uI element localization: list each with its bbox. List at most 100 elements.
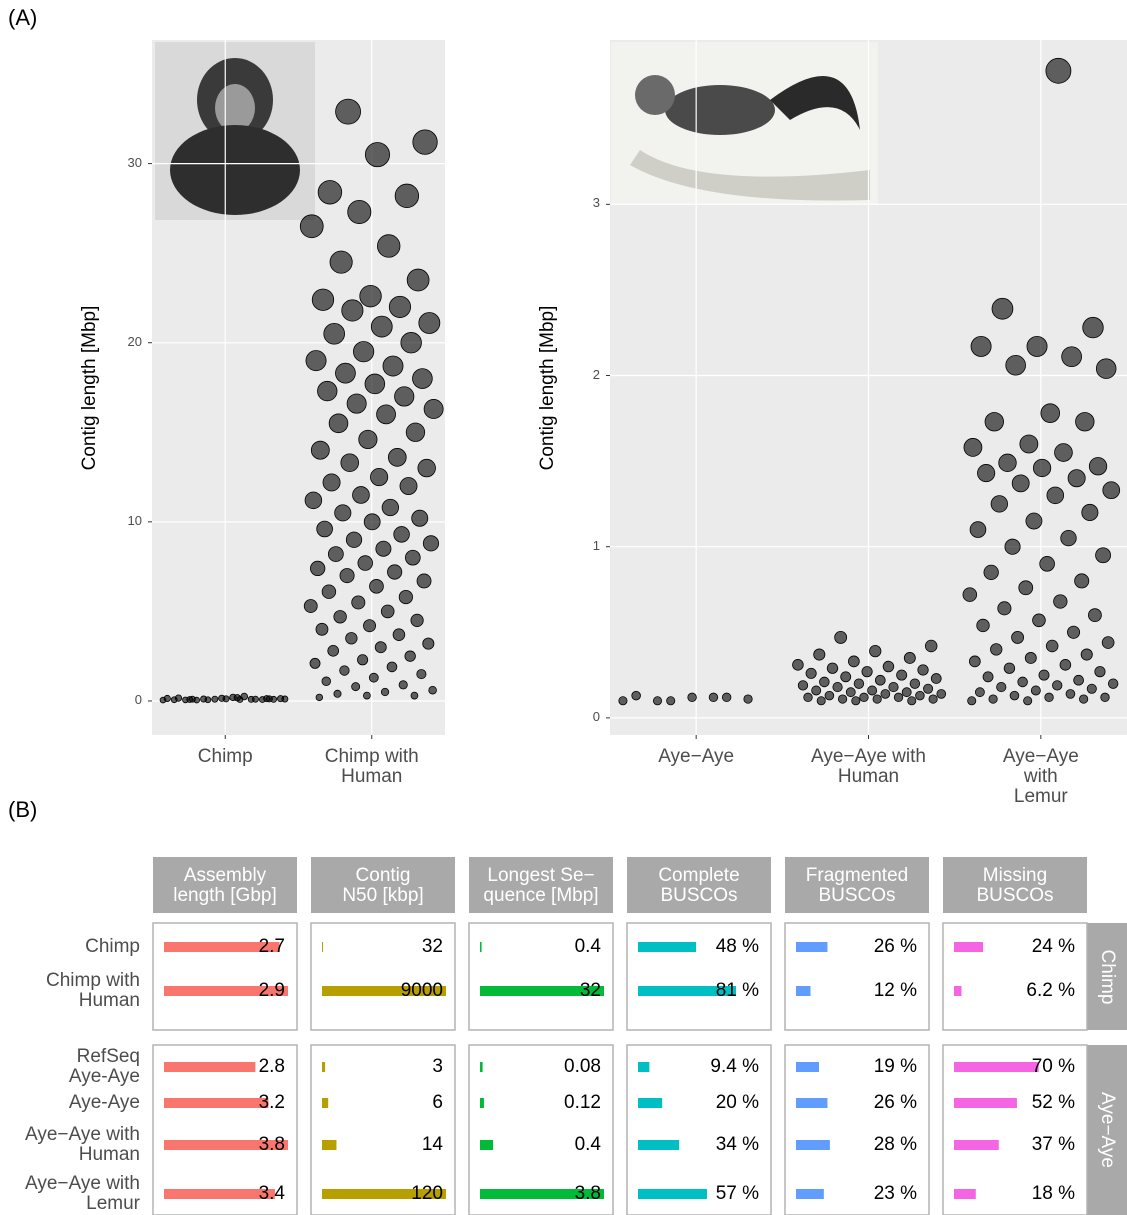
data-point bbox=[335, 505, 351, 521]
data-point bbox=[1012, 475, 1029, 492]
value-label: 2.7 bbox=[259, 937, 285, 957]
value-label: 2.9 bbox=[259, 981, 285, 1001]
data-point bbox=[964, 438, 982, 456]
data-point bbox=[918, 665, 928, 675]
bar bbox=[638, 1098, 662, 1108]
facet-label: Chimp bbox=[1097, 949, 1117, 1004]
data-point bbox=[688, 693, 697, 702]
row-label: Aye-Aye bbox=[69, 1093, 140, 1113]
data-point bbox=[305, 492, 322, 509]
bar bbox=[954, 1140, 999, 1150]
data-point bbox=[324, 323, 345, 344]
bar bbox=[638, 942, 696, 952]
x-tick-label: Aye−Aye with Human bbox=[811, 747, 926, 787]
column-header: Assembly length [Gbp] bbox=[173, 866, 277, 906]
data-point bbox=[419, 313, 440, 334]
data-point bbox=[381, 688, 388, 695]
y-tick-label: 0 bbox=[593, 710, 600, 724]
data-point bbox=[377, 235, 400, 258]
data-point bbox=[897, 670, 907, 680]
value-label: 26 % bbox=[874, 1093, 917, 1113]
value-label: 70 % bbox=[1032, 1057, 1075, 1077]
data-point bbox=[1052, 681, 1061, 690]
data-point bbox=[1061, 530, 1077, 546]
data-point bbox=[365, 374, 385, 394]
bar bbox=[796, 1098, 827, 1108]
data-point bbox=[401, 332, 422, 353]
data-point bbox=[997, 682, 1006, 691]
data-point bbox=[881, 689, 890, 698]
data-point bbox=[399, 681, 407, 689]
facet-label: Aye−Aye bbox=[1097, 1092, 1117, 1168]
bar bbox=[164, 1098, 268, 1108]
value-label: 0.08 bbox=[564, 1057, 601, 1077]
data-point bbox=[1108, 679, 1118, 689]
data-point bbox=[1025, 652, 1036, 663]
bar bbox=[796, 1189, 824, 1199]
data-point bbox=[902, 688, 911, 697]
value-label: 12 % bbox=[874, 981, 917, 1001]
data-point bbox=[164, 695, 170, 701]
value-label: 18 % bbox=[1032, 1184, 1075, 1204]
data-point bbox=[340, 666, 350, 676]
column-header: Complete BUSCOs bbox=[658, 866, 739, 906]
x-tick-label: Chimp with Human bbox=[325, 747, 419, 787]
column-header: Missing BUSCOs bbox=[976, 866, 1053, 906]
column-header: Fragmented BUSCOs bbox=[806, 866, 908, 906]
data-point bbox=[841, 672, 851, 682]
data-point bbox=[1040, 556, 1055, 571]
data-point bbox=[1005, 539, 1020, 554]
data-point bbox=[1010, 691, 1019, 700]
bar bbox=[480, 1098, 484, 1108]
data-point bbox=[1012, 631, 1024, 643]
data-point bbox=[363, 620, 375, 632]
data-point bbox=[387, 662, 397, 672]
data-point bbox=[394, 527, 410, 543]
data-point bbox=[989, 695, 997, 703]
data-point bbox=[923, 684, 932, 693]
data-point bbox=[411, 614, 423, 626]
data-point bbox=[1024, 697, 1032, 705]
value-label: 23 % bbox=[874, 1184, 917, 1204]
data-point bbox=[365, 143, 389, 167]
data-point bbox=[1033, 459, 1050, 476]
data-point bbox=[925, 640, 937, 652]
bar bbox=[954, 1098, 1017, 1108]
y-tick-label: 0 bbox=[135, 693, 142, 707]
data-point bbox=[359, 430, 377, 448]
data-point bbox=[300, 215, 323, 238]
data-point bbox=[413, 130, 437, 154]
y-tick-label: 10 bbox=[128, 514, 142, 528]
row-label: Aye−Aye with Lemur bbox=[25, 1174, 140, 1214]
data-point bbox=[423, 536, 438, 551]
data-point bbox=[653, 697, 661, 705]
data-point bbox=[264, 696, 270, 702]
data-point bbox=[975, 688, 984, 697]
bar bbox=[164, 1062, 255, 1072]
data-point bbox=[873, 695, 881, 703]
data-point bbox=[1027, 336, 1047, 356]
bar bbox=[954, 986, 962, 996]
data-point bbox=[1081, 649, 1092, 660]
data-point bbox=[334, 610, 347, 623]
value-label: 0.4 bbox=[575, 1135, 601, 1155]
data-point bbox=[413, 369, 433, 389]
data-point bbox=[311, 441, 329, 459]
x-tick-label: Aye−Aye bbox=[658, 747, 734, 767]
data-point bbox=[1096, 548, 1111, 563]
bar bbox=[638, 1062, 649, 1072]
bar bbox=[638, 1140, 679, 1150]
data-point bbox=[370, 468, 387, 485]
value-label: 19 % bbox=[874, 1057, 917, 1077]
data-point bbox=[860, 693, 869, 702]
data-point bbox=[1047, 487, 1064, 504]
value-label: 120 bbox=[411, 1184, 443, 1204]
value-label: 9000 bbox=[401, 981, 443, 1001]
data-point bbox=[312, 289, 334, 311]
value-label: 0.4 bbox=[575, 937, 601, 957]
data-point bbox=[1026, 513, 1042, 529]
data-point bbox=[835, 631, 847, 643]
data-point bbox=[1031, 686, 1040, 695]
data-point bbox=[352, 683, 360, 691]
data-point bbox=[417, 574, 431, 588]
